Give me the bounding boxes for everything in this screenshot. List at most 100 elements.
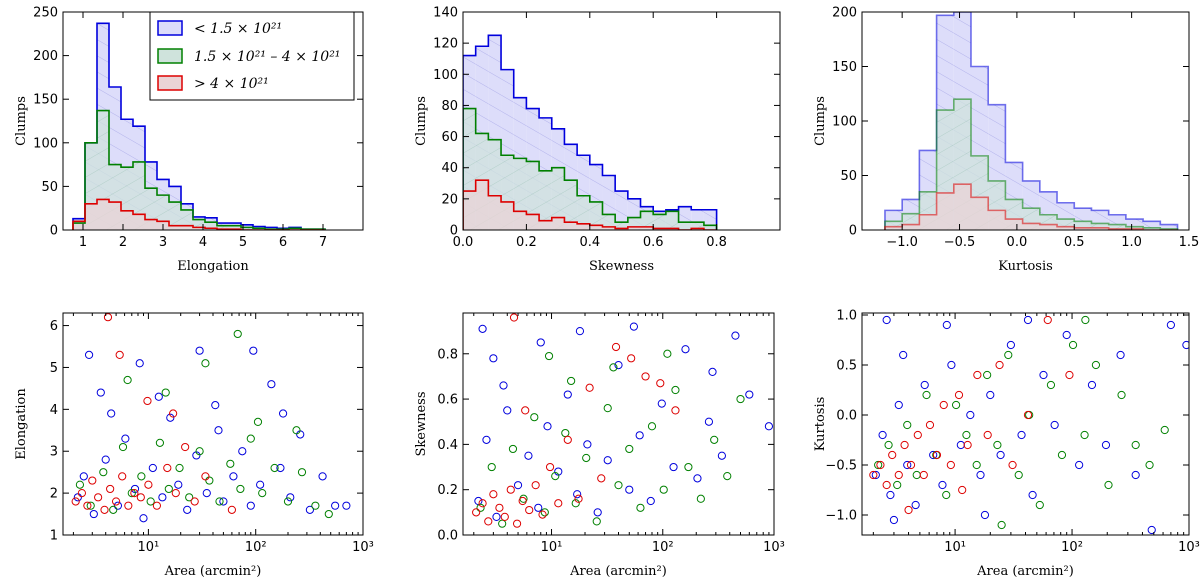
scatter-kurtosis-point-mid (993, 440, 1002, 450)
scatter-skewness-point-high (627, 354, 636, 363)
scatter-elongation-point-high (94, 493, 103, 502)
scatter-kurtosis-point-high (888, 450, 897, 460)
scatter-kurtosis-point-mid (1080, 430, 1089, 440)
scatter-skewness-point-mid (567, 376, 576, 386)
legend-label-low: < 1.5 × 10²¹ (194, 21, 282, 37)
hist-skewness-outline-low (463, 34, 718, 230)
scatter-kurtosis-point-mid (884, 440, 893, 450)
scatter-skewness-series-mid (476, 349, 745, 528)
scatter-kurtosis-point-mid (972, 460, 981, 470)
scatter-kurtosis-point-high (894, 470, 903, 480)
scatter-elongation-point-low (84, 350, 94, 359)
legend-box (149, 11, 355, 101)
hist-elongation-bar-high (145, 219, 157, 230)
scatter-skewness-point-high (472, 508, 481, 517)
hist-elongation-xtick-label: 7 (319, 235, 327, 250)
hist-kurtosis-bar-high (1057, 226, 1075, 230)
scatter-skewness-xtick-label: 10¹ (541, 540, 563, 555)
hist-kurtosis-xlabel: Kurtosis (998, 259, 1053, 274)
scatter-skewness-point-high (512, 519, 522, 528)
scatter-skewness-point-low (478, 324, 487, 333)
hist-skewness-bar-mid (539, 170, 552, 230)
hist-elongation-bar-high (193, 227, 205, 230)
scatter-kurtosis-series-high (869, 315, 1074, 515)
scatter-kurtosis-point-high (963, 440, 972, 450)
hist-elongation-bar-high (205, 228, 217, 230)
hist-skewness-bar-high (526, 214, 540, 230)
hist-elongation-bar-high (73, 221, 85, 230)
scatter-kurtosis-point-low (1182, 340, 1189, 350)
scatter-elongation-point-low (148, 463, 157, 473)
scatter-elongation-point-low (256, 480, 265, 489)
scatter-skewness-point-high (597, 474, 606, 483)
hist-elongation-ytick-label: 150 (33, 93, 58, 108)
scatter-elongation-point-high (83, 501, 92, 510)
scatter-elongation-point-mid (311, 501, 320, 510)
scatter-elongation-xtick-label: 10² (245, 540, 267, 555)
scatter-skewness-point-mid (671, 385, 680, 395)
scatter-elongation-point-high (227, 505, 236, 514)
scatter-skewness-ytick-label: 0.8 (437, 347, 458, 362)
scatter-elongation-series-mid (75, 329, 333, 519)
scatter-kurtosis-point-low (882, 315, 891, 325)
hist-kurtosis-xtick-label: 1.0 (1121, 235, 1142, 250)
scatter-elongation-point-mid (195, 447, 204, 456)
scatter-elongation-point-low (107, 409, 116, 418)
hist-elongation-ytick-label: 50 (41, 180, 58, 195)
scatter-elongation-point-low (121, 434, 130, 443)
scatter-elongation-point-low (139, 514, 148, 523)
hist-skewness-ylabel: Clumps (414, 96, 429, 146)
hist-kurtosis-outline-low (884, 12, 1179, 230)
scatter-elongation-point-low (79, 472, 88, 481)
hist-kurtosis-bar-low (1125, 219, 1144, 230)
scatter-elongation-point-low (158, 493, 167, 502)
hist-elongation-bar-mid (169, 202, 181, 230)
hist-skewness-xtick-label: 0.2 (516, 235, 537, 250)
scatter-kurtosis-point-high (946, 460, 955, 470)
hist-kurtosis-bar-high (971, 197, 989, 230)
scatter-skewness-point-high (500, 512, 509, 521)
scatter-elongation-point-high (136, 493, 145, 502)
scatter-skewness-ytick-label: 0.4 (437, 438, 458, 453)
scatter-elongation-point-mid (226, 459, 235, 468)
scatter-elongation-point-mid (258, 489, 267, 498)
hist-elongation-series-high (73, 199, 241, 230)
scatter-skewness-point-low (681, 345, 690, 354)
scatter-kurtosis-point-low (956, 440, 965, 450)
scatter-elongation-point-mid (236, 484, 245, 494)
scatter-elongation-point-low (96, 388, 105, 397)
scatter-elongation-point-high (118, 472, 127, 481)
scatter-skewness-point-low (603, 456, 612, 465)
scatter-skewness-point-mid (710, 435, 719, 444)
scatter-kurtosis-point-low (1147, 525, 1156, 535)
scatter-kurtosis-plot-area (869, 315, 1189, 535)
scatter-kurtosis-point-low (871, 470, 880, 480)
scatter-kurtosis-point-mid (912, 470, 921, 480)
scatter-skewness-point-high (531, 481, 540, 490)
scatter-skewness-point-low (669, 462, 678, 472)
scatter-skewness-point-low (536, 338, 545, 347)
scatter-skewness-point-mid (659, 485, 668, 494)
hist-elongation-ytick-label: 0 (50, 224, 58, 239)
hist-skewness-bar-mid (678, 222, 692, 230)
scatter-elongation-point-high (169, 409, 178, 418)
scatter-skewness-point-high (525, 505, 534, 515)
scatter-elongation-point-mid (137, 472, 146, 481)
scatter-skewness-point-mid (723, 472, 732, 481)
hist-kurtosis-xtick-label: 0.0 (1007, 235, 1028, 250)
scatter-kurtosis-xtick-label: 10³ (1178, 540, 1200, 555)
scatter-skewness-point-high (574, 494, 583, 503)
scatter-elongation-point-mid (175, 463, 184, 473)
scatter-elongation-point-low (267, 380, 276, 389)
scatter-elongation-point-low (278, 409, 288, 418)
scatter-kurtosis-ytick-label: −1.0 (825, 509, 857, 524)
scatter-elongation-point-low (318, 472, 327, 481)
scatter-skewness-point-high (554, 499, 563, 508)
hist-skewness-bar-mid (551, 167, 565, 230)
hist-kurtosis-ytick-label: 200 (832, 6, 857, 21)
scatter-elongation-ytick-label: 5 (50, 361, 58, 376)
hist-skewness-ytick-label: 140 (433, 6, 458, 21)
scatter-skewness-point-low (764, 422, 774, 431)
scatter-skewness-point-low (563, 390, 572, 399)
